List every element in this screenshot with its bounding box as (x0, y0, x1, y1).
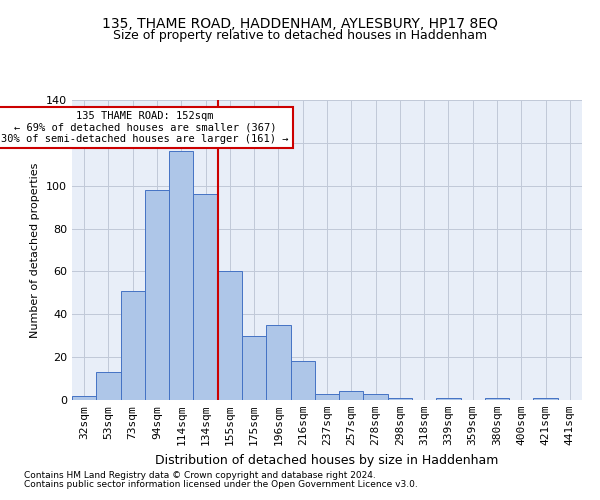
Bar (315, 394, 339, 400)
Y-axis label: Number of detached properties: Number of detached properties (31, 162, 40, 338)
Bar (364, 394, 388, 400)
Bar (121, 290, 145, 400)
Text: Contains public sector information licensed under the Open Government Licence v3: Contains public sector information licen… (24, 480, 418, 489)
Bar (72, 396, 96, 400)
Text: 135, THAME ROAD, HADDENHAM, AYLESBURY, HP17 8EQ: 135, THAME ROAD, HADDENHAM, AYLESBURY, H… (102, 18, 498, 32)
Bar (96, 372, 121, 400)
Bar (145, 190, 169, 400)
Bar (485, 398, 509, 400)
Bar (290, 362, 315, 400)
Bar (533, 398, 558, 400)
Bar (388, 398, 412, 400)
Bar (242, 336, 266, 400)
Bar (218, 272, 242, 400)
Bar (339, 392, 364, 400)
Text: Size of property relative to detached houses in Haddenham: Size of property relative to detached ho… (113, 29, 487, 42)
Text: 135 THAME ROAD: 152sqm
← 69% of detached houses are smaller (367)
30% of semi-de: 135 THAME ROAD: 152sqm ← 69% of detached… (1, 110, 289, 144)
X-axis label: Distribution of detached houses by size in Haddenham: Distribution of detached houses by size … (155, 454, 499, 466)
Bar (169, 152, 193, 400)
Text: Contains HM Land Registry data © Crown copyright and database right 2024.: Contains HM Land Registry data © Crown c… (24, 471, 376, 480)
Bar (266, 325, 290, 400)
Bar (436, 398, 461, 400)
Bar (193, 194, 218, 400)
